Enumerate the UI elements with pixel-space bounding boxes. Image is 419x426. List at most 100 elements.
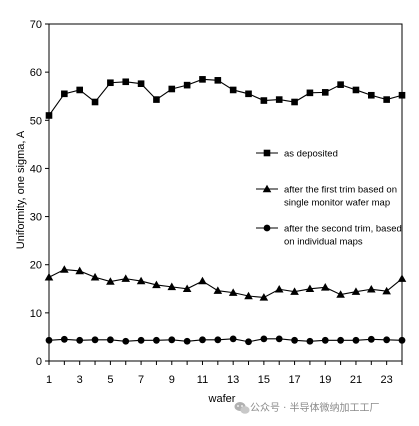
series-line xyxy=(48,268,403,299)
series-line xyxy=(48,78,403,116)
data-point xyxy=(167,282,177,291)
data-point xyxy=(152,280,161,289)
data-point xyxy=(229,86,237,94)
data-point xyxy=(76,336,84,344)
legend: as deposited after the first trim based o… xyxy=(256,149,402,248)
data-point xyxy=(368,91,375,99)
data-point xyxy=(153,96,160,103)
data-point xyxy=(75,266,84,275)
data-point xyxy=(45,336,53,344)
data-point xyxy=(60,265,69,273)
data-point xyxy=(198,276,207,285)
x-tick-label: 21 xyxy=(350,374,362,386)
data-point xyxy=(199,336,206,344)
data-point xyxy=(274,284,284,293)
legend-marker xyxy=(263,224,271,232)
x-tick-label: 7 xyxy=(138,374,144,386)
watermark: 公众号 · 半导体微纳加工工厂 xyxy=(234,401,380,414)
legend-label: after the second trim, based xyxy=(284,224,402,235)
data-point xyxy=(214,77,222,84)
series-layer xyxy=(44,76,407,346)
legend-item: as deposited xyxy=(256,149,338,160)
x-tick-label: 17 xyxy=(288,374,300,386)
y-tick-label: 10 xyxy=(30,308,42,320)
data-point xyxy=(45,112,53,119)
y-tick-label: 20 xyxy=(30,260,42,272)
x-tick-label: 13 xyxy=(227,374,239,386)
data-point xyxy=(182,284,192,293)
data-point xyxy=(321,89,329,96)
y-tick-label: 60 xyxy=(30,67,42,79)
x-tick-label: 11 xyxy=(197,374,208,386)
data-point xyxy=(44,272,54,281)
series-triangle xyxy=(44,265,407,301)
data-point xyxy=(214,336,222,344)
data-point xyxy=(228,288,238,296)
y-tick-label: 30 xyxy=(30,212,42,224)
data-point xyxy=(337,336,345,344)
legend-marker xyxy=(263,149,271,157)
data-point xyxy=(320,283,330,291)
data-point xyxy=(244,291,253,300)
data-point xyxy=(275,335,283,343)
data-point xyxy=(383,96,390,103)
plot-frame xyxy=(48,23,403,362)
legend-label: after the first trim based on xyxy=(284,185,397,196)
y-axis-label: Uniformity, one sigma, A xyxy=(15,130,27,249)
data-point xyxy=(382,286,391,295)
watermark-text: 公众号 · 半导体微纳加工工厂 xyxy=(250,401,380,414)
data-point xyxy=(137,80,145,87)
x-tick-label: 23 xyxy=(381,374,393,386)
data-point xyxy=(367,284,376,293)
data-point xyxy=(291,98,298,106)
data-point xyxy=(136,276,146,285)
data-point xyxy=(260,335,268,343)
data-point xyxy=(137,336,145,344)
legend-marker xyxy=(262,184,272,193)
data-point xyxy=(168,85,176,93)
x-tick-label: 19 xyxy=(319,374,331,386)
y-tick-label: 0 xyxy=(36,356,42,368)
data-point xyxy=(291,336,298,344)
legend-label: as deposited xyxy=(284,149,338,160)
data-point xyxy=(275,96,283,103)
series-line xyxy=(48,338,403,343)
data-point xyxy=(383,336,391,344)
data-point xyxy=(91,98,99,106)
series-circle xyxy=(45,335,406,346)
data-point xyxy=(121,274,131,282)
data-point xyxy=(229,335,237,343)
x-tick-label: 3 xyxy=(77,374,83,386)
data-point xyxy=(183,337,191,345)
data-point xyxy=(306,337,314,345)
data-point xyxy=(60,335,68,343)
data-point xyxy=(122,78,130,86)
x-tick-label: 9 xyxy=(169,374,175,386)
x-axis-label: wafer xyxy=(208,393,236,405)
legend-label: on individual maps xyxy=(284,237,363,248)
y-tick-label: 50 xyxy=(30,115,42,127)
data-point xyxy=(107,79,114,87)
data-point xyxy=(76,86,83,94)
data-point xyxy=(259,293,269,301)
data-point xyxy=(168,336,176,344)
wechat-icon xyxy=(234,402,250,414)
data-point xyxy=(106,336,114,344)
data-point xyxy=(90,272,100,281)
data-point xyxy=(290,287,299,295)
data-point xyxy=(199,76,206,83)
data-point xyxy=(351,287,361,295)
series-square xyxy=(45,76,406,119)
x-tick-label: 5 xyxy=(107,374,113,386)
data-point xyxy=(352,86,360,94)
data-point xyxy=(260,97,268,104)
legend-label: single monitor wafer map xyxy=(284,198,390,209)
data-point xyxy=(352,336,360,344)
data-point xyxy=(336,290,345,298)
x-tick-label: 15 xyxy=(258,374,270,386)
data-point xyxy=(153,336,160,344)
data-point xyxy=(122,337,130,345)
data-point xyxy=(337,81,344,88)
x-axis: 1 3 5 7 9 11 13 15 17 19 21 23 xyxy=(46,361,403,386)
